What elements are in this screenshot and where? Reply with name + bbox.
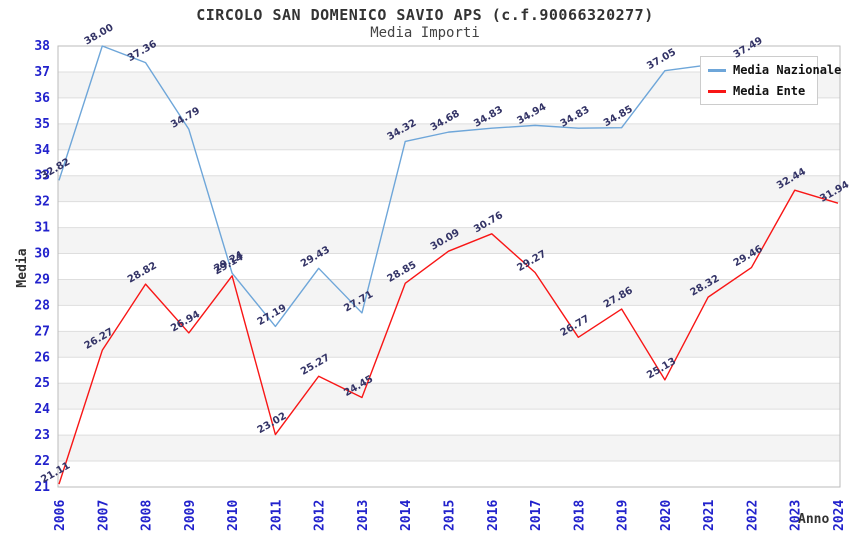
series-line-media-ente <box>58 189 839 485</box>
svg-text:2012: 2012 <box>313 500 328 531</box>
chart-legend: Media Nazionale Media Ente <box>700 56 841 105</box>
plot-border <box>57 45 841 488</box>
svg-text:34: 34 <box>34 143 50 158</box>
legend-label-media-ente: Media Ente <box>733 84 806 98</box>
series-lines <box>58 45 839 485</box>
svg-text:22: 22 <box>34 454 50 469</box>
svg-text:2006: 2006 <box>53 500 68 531</box>
svg-text:2020: 2020 <box>659 500 674 531</box>
svg-text:35: 35 <box>34 117 50 132</box>
y-axis-title: Media <box>15 248 30 287</box>
svg-text:23: 23 <box>34 428 50 443</box>
chart-title: CIRCOLO SAN DOMENICO SAVIO APS (c.f.9006… <box>196 6 654 24</box>
svg-text:2021: 2021 <box>702 500 717 531</box>
legend-line-swatch-ente-icon <box>708 89 726 93</box>
svg-text:26: 26 <box>34 350 50 365</box>
svg-text:24: 24 <box>34 402 50 417</box>
svg-text:2010: 2010 <box>226 500 241 531</box>
chart-subtitle: Media Importi <box>370 25 480 41</box>
x-axis-title: Anno <box>798 512 829 527</box>
svg-text:2009: 2009 <box>183 500 198 531</box>
legend-line-swatch-nazionale-icon <box>708 68 726 72</box>
svg-text:21: 21 <box>34 480 50 495</box>
svg-text:2022: 2022 <box>745 500 760 531</box>
legend-item-media-ente: Media Ente <box>708 84 810 98</box>
svg-text:2008: 2008 <box>140 500 155 531</box>
svg-text:29: 29 <box>34 272 50 287</box>
gridlines <box>58 71 840 462</box>
legend-label-media-nazionale: Media Nazionale <box>733 63 842 77</box>
svg-text:32: 32 <box>34 195 50 210</box>
svg-text:28: 28 <box>34 298 50 313</box>
svg-text:27: 27 <box>34 324 50 339</box>
svg-text:30: 30 <box>34 247 50 262</box>
svg-text:38: 38 <box>34 39 50 54</box>
svg-text:2016: 2016 <box>486 500 501 531</box>
svg-text:31: 31 <box>34 221 50 236</box>
x-axis-ticks: 2006 2007 2008 2009 2010 2011 2012 2013 2014 2015… <box>53 500 847 531</box>
series-line-media-nazionale <box>58 45 752 328</box>
y-axis-ticks: 21 22 23 24 25 26 27 28 29 30 31 32 33 34 35 36 37 38 <box>34 39 50 495</box>
svg-text:2011: 2011 <box>269 500 284 531</box>
svg-text:36: 36 <box>34 91 50 106</box>
svg-text:2014: 2014 <box>399 500 414 531</box>
svg-text:2018: 2018 <box>572 500 587 531</box>
svg-text:2023: 2023 <box>789 500 804 531</box>
svg-text:37: 37 <box>34 65 50 80</box>
svg-text:25: 25 <box>34 376 50 391</box>
svg-text:2024: 2024 <box>832 500 847 531</box>
svg-text:2007: 2007 <box>96 500 111 531</box>
svg-text:2015: 2015 <box>443 500 458 531</box>
grid-bands <box>58 71 840 462</box>
legend-item-media-nazionale: Media Nazionale <box>708 63 841 77</box>
svg-text:2013: 2013 <box>356 500 371 531</box>
svg-text:2017: 2017 <box>529 500 544 531</box>
svg-text:33: 33 <box>34 169 50 184</box>
svg-text:2019: 2019 <box>616 500 631 531</box>
